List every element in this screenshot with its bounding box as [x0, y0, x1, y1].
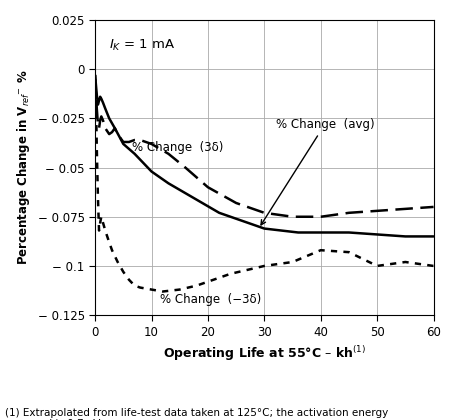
- Text: assumed is 0.7 eV.: assumed is 0.7 eV.: [5, 419, 102, 420]
- Text: % Change  (−3δ): % Change (−3δ): [160, 293, 261, 306]
- Text: % Change  (3δ): % Change (3δ): [131, 142, 222, 155]
- X-axis label: Operating Life at 55°C – kh$^{(1)}$: Operating Life at 55°C – kh$^{(1)}$: [162, 344, 365, 363]
- Text: (1) Extrapolated from life-test data taken at 125°C; the activation energy: (1) Extrapolated from life-test data tak…: [5, 408, 387, 418]
- Y-axis label: Percentage Change in V$_{ref}$$^{-}$ %: Percentage Change in V$_{ref}$$^{-}$ %: [15, 70, 32, 265]
- Text: $I_K$ = 1 mA: $I_K$ = 1 mA: [108, 38, 175, 53]
- Text: % Change  (avg): % Change (avg): [260, 118, 374, 225]
